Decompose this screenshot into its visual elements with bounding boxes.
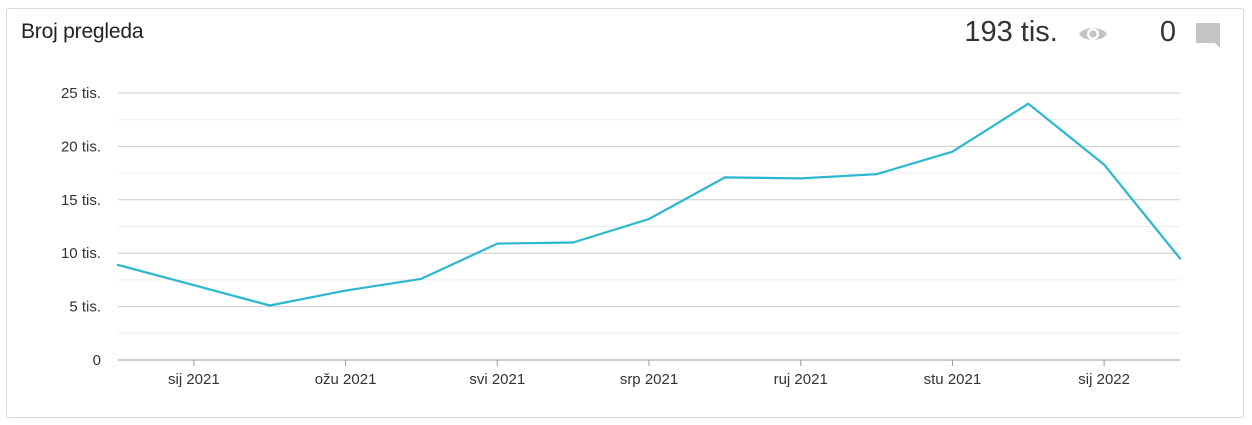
data-point[interactable] <box>344 289 348 293</box>
x-tick-label: svi 2021 <box>469 371 525 388</box>
data-point[interactable] <box>116 263 120 267</box>
x-tick-label: sij 2022 <box>1078 371 1130 388</box>
comment-icon <box>1196 22 1220 48</box>
x-tick-label: ožu 2021 <box>315 371 377 388</box>
data-point[interactable] <box>647 217 651 221</box>
x-axis-labels: sij 2021 ožu 2021 svi 2021 srp 2021 ruj 2021… <box>168 360 1130 388</box>
y-tick-label: 15 tis. <box>61 192 101 209</box>
data-point[interactable] <box>875 172 879 176</box>
data-point[interactable] <box>419 277 423 281</box>
data-point[interactable] <box>950 150 954 154</box>
comments-total: 0 <box>1159 16 1176 48</box>
x-tick-label: ruj 2021 <box>774 371 828 388</box>
views-total: 193 tis. <box>964 16 1058 48</box>
data-point[interactable] <box>571 241 575 245</box>
data-point[interactable] <box>495 242 499 246</box>
data-point[interactable] <box>723 175 727 179</box>
data-point[interactable] <box>268 304 272 308</box>
data-point[interactable] <box>1178 257 1182 261</box>
y-tick-label: 0 <box>93 352 101 369</box>
series-line <box>116 102 1182 307</box>
y-tick-label: 10 tis. <box>61 245 101 262</box>
x-tick-label: srp 2021 <box>620 371 678 388</box>
grid <box>118 92 1180 361</box>
stats-bar: 193 tis. 0 <box>964 16 1222 49</box>
chart-title: Broj pregleda <box>21 20 144 43</box>
y-axis-labels: 0 5 tis. 10 tis. 15 tis. 20 tis. 25 tis. <box>61 85 101 369</box>
data-point[interactable] <box>192 283 196 287</box>
y-tick-label: 20 tis. <box>61 138 101 155</box>
series-views <box>116 102 1182 308</box>
x-tick-label: stu 2021 <box>924 371 982 388</box>
y-tick-label: 25 tis. <box>61 85 101 102</box>
chart-card <box>6 8 1244 418</box>
eye-icon <box>1078 27 1107 40</box>
y-tick-label: 5 tis. <box>69 299 101 316</box>
data-point[interactable] <box>799 176 803 180</box>
data-point[interactable] <box>1102 163 1106 167</box>
x-tick-label: sij 2021 <box>168 371 220 388</box>
data-point[interactable] <box>1026 102 1030 106</box>
